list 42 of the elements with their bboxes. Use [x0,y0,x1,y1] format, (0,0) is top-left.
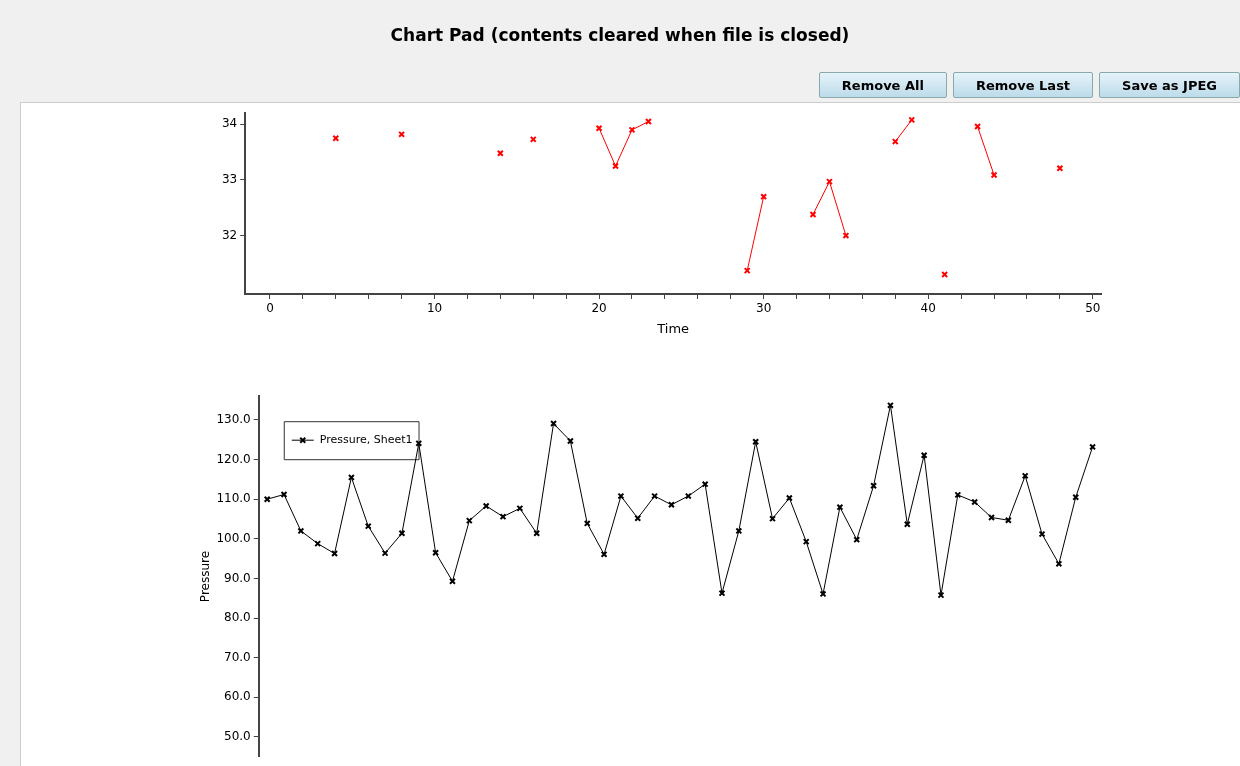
point [718,589,726,597]
point [364,522,372,530]
y-tick-label: 130.0 [216,412,251,427]
y-tick-label: 60.0 [224,689,251,704]
y-tick-label: 90.0 [224,570,251,585]
x-tick-label: 30 [756,301,772,316]
y-tick-label: 110.0 [216,491,251,506]
point [1055,560,1063,568]
y-tick-label: 50.0 [224,729,251,744]
button: Save as JPEG [1099,72,1240,98]
point [499,513,507,521]
point [482,502,490,510]
y-tick-label: 100.0 [216,530,251,545]
point [735,527,743,535]
point [398,529,406,537]
point [785,494,793,502]
legend-label: Pressure, Sheet1 [319,433,413,447]
point [937,591,945,599]
point [600,550,608,558]
point [920,451,928,459]
x-tick-label: 20 [591,301,607,316]
y-tick-label: 80.0 [224,610,251,625]
point [971,498,979,506]
text: Chart Pad (contents cleared when file is closed) [389,25,851,45]
point [297,527,305,535]
x-tick-label: 50 [1085,301,1101,316]
y-tick-label: 33 [221,172,238,187]
point [1038,530,1046,538]
x-tick-label: 10 [426,301,443,316]
y-tick-label: 70.0 [224,649,251,664]
point [566,437,574,445]
button: Remove All [818,72,947,98]
y-axis-title: Pressure [198,550,213,603]
button: Remove Last [952,72,1094,98]
x-tick-label: 40 [920,301,936,316]
y-tick-label: 120.0 [216,451,251,466]
point [684,492,692,500]
x-tick-label: 0 [266,301,274,316]
y-tick-label: 34 [221,116,238,131]
y-tick-label: 32 [221,227,238,242]
point [628,126,636,134]
x-axis-title: Time [656,320,690,336]
